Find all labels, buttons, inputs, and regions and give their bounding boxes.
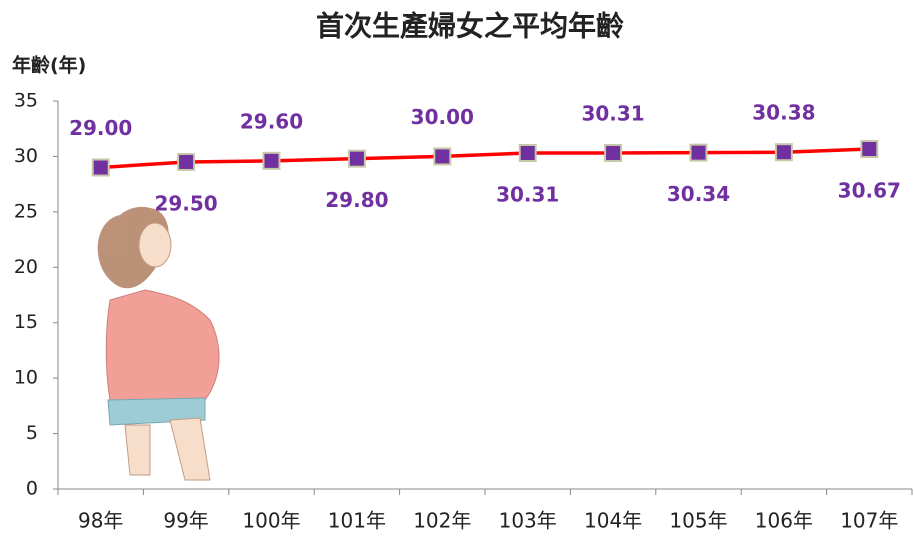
x-tick-label: 98年	[78, 509, 123, 533]
data-marker	[177, 152, 196, 171]
data-marker	[689, 143, 708, 162]
data-marker	[347, 149, 366, 168]
data-line	[100, 147, 870, 170]
data-marker	[262, 151, 281, 170]
legs	[124, 417, 211, 481]
y-tick-label: 30	[14, 145, 38, 167]
data-label: 29.50	[154, 191, 217, 215]
x-tick-label: 99年	[163, 509, 208, 533]
data-label: 29.80	[325, 188, 388, 212]
x-tick-label: 104年	[584, 509, 642, 533]
data-label: 30.67	[838, 179, 901, 203]
x-tick-label: 105年	[669, 509, 727, 533]
chart-title: 首次生產婦女之平均年齡	[316, 10, 624, 43]
y-tick-label: 15	[14, 311, 38, 333]
y-tick-label: 25	[14, 200, 38, 222]
x-tick-label: 100年	[242, 509, 300, 533]
data-marker	[518, 143, 537, 162]
data-label: 30.38	[752, 101, 815, 125]
head	[138, 222, 172, 268]
illustration	[97, 206, 220, 481]
data-marker	[604, 143, 623, 162]
x-tick-label: 106年	[755, 509, 813, 533]
data-marker	[91, 158, 110, 177]
x-tick-label: 107年	[840, 509, 898, 533]
data-label: 29.00	[69, 116, 132, 140]
x-tick-label: 101年	[328, 509, 386, 533]
data-label: 30.31	[496, 182, 559, 206]
data-marker	[860, 140, 879, 159]
y-tick-label: 0	[26, 478, 38, 500]
data-label: 29.60	[240, 109, 303, 133]
data-label: 30.34	[667, 182, 730, 206]
data-marker	[774, 143, 793, 162]
dress	[105, 289, 220, 401]
y-axis-label: 年齡(年)	[12, 54, 86, 77]
data-label: 30.00	[411, 105, 474, 129]
y-tick-label: 10	[14, 367, 38, 389]
shorts	[107, 397, 206, 426]
x-tick-label: 102年	[413, 509, 471, 533]
y-tick-label: 5	[26, 422, 38, 444]
data-label: 30.31	[581, 101, 644, 125]
data-marker	[433, 147, 452, 166]
y-tick-label: 35	[14, 90, 38, 112]
y-tick-label: 20	[14, 256, 38, 278]
x-tick-label: 103年	[499, 509, 557, 533]
